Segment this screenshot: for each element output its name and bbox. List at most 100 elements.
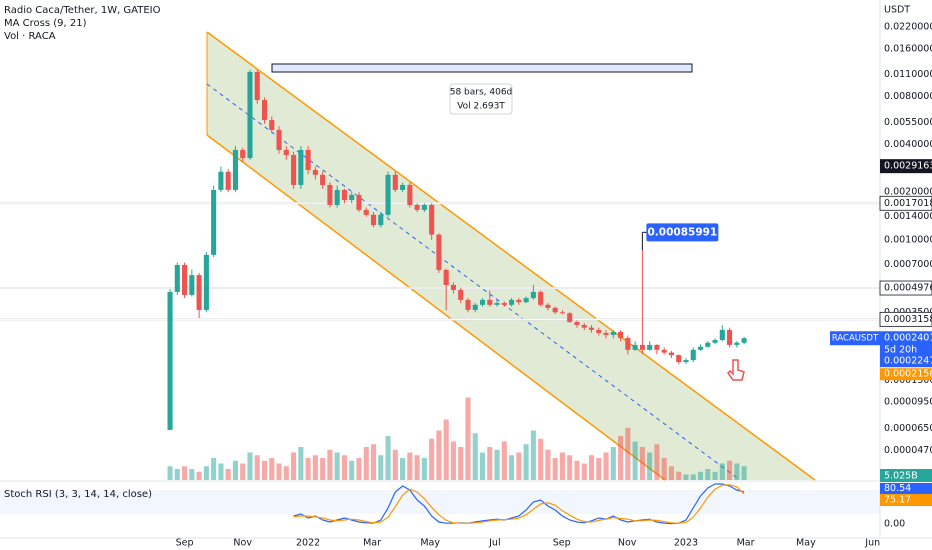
price-line-label: 0.00170182 bbox=[884, 198, 932, 209]
x-tick-label: May bbox=[420, 538, 440, 549]
volume-bar bbox=[392, 449, 398, 480]
volume-bar bbox=[683, 474, 689, 480]
stoch-d-line bbox=[293, 484, 745, 524]
y-tick-label: 0.02200000 bbox=[884, 21, 932, 32]
level-layer bbox=[0, 202, 880, 321]
volume-bar bbox=[414, 455, 420, 480]
volume-bar bbox=[261, 460, 268, 480]
volume-bar bbox=[603, 452, 609, 480]
candle-body bbox=[254, 71, 260, 101]
candle-body bbox=[211, 189, 217, 255]
y-tick-label: 0.00400000 bbox=[884, 139, 932, 150]
price-line-box bbox=[879, 195, 932, 211]
volume-bar bbox=[312, 455, 318, 480]
volume-bar bbox=[196, 471, 202, 480]
candle-body bbox=[538, 291, 544, 305]
volume-bar bbox=[341, 455, 347, 480]
volume-bar bbox=[429, 438, 435, 480]
y-tick-label: 0.00070000 bbox=[884, 259, 932, 270]
countdown-label: 5d 20h bbox=[884, 345, 917, 356]
volume-bar bbox=[705, 469, 711, 480]
candle-body bbox=[654, 344, 660, 350]
channel-lower bbox=[206, 134, 666, 481]
price-line-box bbox=[879, 280, 932, 296]
candle-body bbox=[647, 344, 653, 350]
volume-bar bbox=[254, 455, 260, 480]
candle-body bbox=[305, 149, 311, 170]
volume-bar bbox=[443, 419, 449, 480]
candle-body bbox=[174, 264, 180, 292]
volume-bar bbox=[225, 469, 231, 480]
candle-body bbox=[712, 340, 718, 343]
x-tick-label: Mar bbox=[737, 538, 755, 549]
candle-body bbox=[167, 291, 173, 430]
candle-body bbox=[261, 100, 268, 120]
ma-value-box bbox=[880, 368, 932, 381]
volume-bar bbox=[668, 466, 674, 480]
candle-body bbox=[734, 342, 740, 345]
x-tick-label: Nov bbox=[618, 538, 637, 549]
candle-body bbox=[443, 269, 449, 285]
candle-body bbox=[276, 129, 282, 150]
candle-body bbox=[567, 313, 573, 322]
candle-body bbox=[203, 254, 209, 310]
candle-body bbox=[501, 303, 507, 305]
axis-layer: 0.02200000 0.01600000 0.01100000 0.00800000… bbox=[176, 21, 932, 549]
candle-body bbox=[356, 194, 362, 210]
volume-bar bbox=[356, 458, 362, 480]
x-tick-label: Nov bbox=[233, 538, 252, 549]
rsi-tick-label: 0.00 bbox=[884, 519, 905, 530]
y-tick-label: 0.00550000 bbox=[884, 117, 932, 128]
chart-title: Radio Caca/Tether, 1W, GATEIO bbox=[4, 5, 161, 16]
volume-bar bbox=[472, 433, 478, 480]
candle-body bbox=[436, 234, 442, 270]
volume-bar bbox=[588, 455, 595, 480]
candle-body bbox=[668, 352, 674, 356]
measure-bars: 58 bars, 406d bbox=[450, 88, 513, 98]
candle-body bbox=[683, 360, 689, 363]
volume-bar bbox=[363, 447, 369, 480]
candle-body bbox=[472, 304, 478, 310]
volume-bar bbox=[596, 458, 602, 480]
candle-body bbox=[429, 204, 435, 235]
volume-bar bbox=[269, 458, 275, 480]
volume-bar bbox=[559, 452, 565, 480]
candle-body bbox=[545, 304, 551, 308]
y-tick-label: 0.00200000 bbox=[884, 187, 932, 198]
candle-body bbox=[487, 299, 493, 305]
volume-bar bbox=[458, 447, 464, 480]
candle-body bbox=[196, 275, 202, 310]
volume-bar bbox=[690, 474, 696, 480]
volume-bar bbox=[552, 458, 558, 480]
candle-body bbox=[523, 298, 529, 303]
volume-bar bbox=[719, 463, 725, 480]
volume-bar bbox=[385, 436, 391, 480]
volume-bar bbox=[734, 463, 740, 480]
candle-body bbox=[741, 338, 747, 343]
candle-body bbox=[705, 342, 711, 347]
k-value-box bbox=[880, 483, 932, 494]
candle-body bbox=[727, 329, 733, 345]
volume-bar bbox=[407, 452, 413, 480]
volume-bar bbox=[618, 436, 624, 480]
x-tick-label: Sep bbox=[553, 538, 571, 549]
price-line-label: 0.00031586 bbox=[884, 314, 932, 325]
volume-bar bbox=[494, 449, 500, 480]
volume-bar bbox=[203, 466, 209, 480]
rsi-layer bbox=[293, 483, 745, 525]
volume-bar bbox=[240, 463, 246, 480]
volume-bar bbox=[182, 466, 188, 480]
candle-body bbox=[581, 324, 587, 328]
price-line-label: 0.00049766 bbox=[884, 283, 932, 294]
volume-bar bbox=[291, 452, 297, 480]
volume-bar bbox=[509, 455, 515, 480]
candle-body bbox=[400, 184, 406, 190]
candle-body bbox=[312, 169, 318, 175]
volume-bar bbox=[436, 430, 442, 480]
candle-body bbox=[218, 171, 224, 190]
candle-body bbox=[603, 333, 609, 335]
candle-body bbox=[625, 337, 631, 350]
candle-body bbox=[509, 299, 515, 305]
candle-body bbox=[690, 349, 696, 361]
